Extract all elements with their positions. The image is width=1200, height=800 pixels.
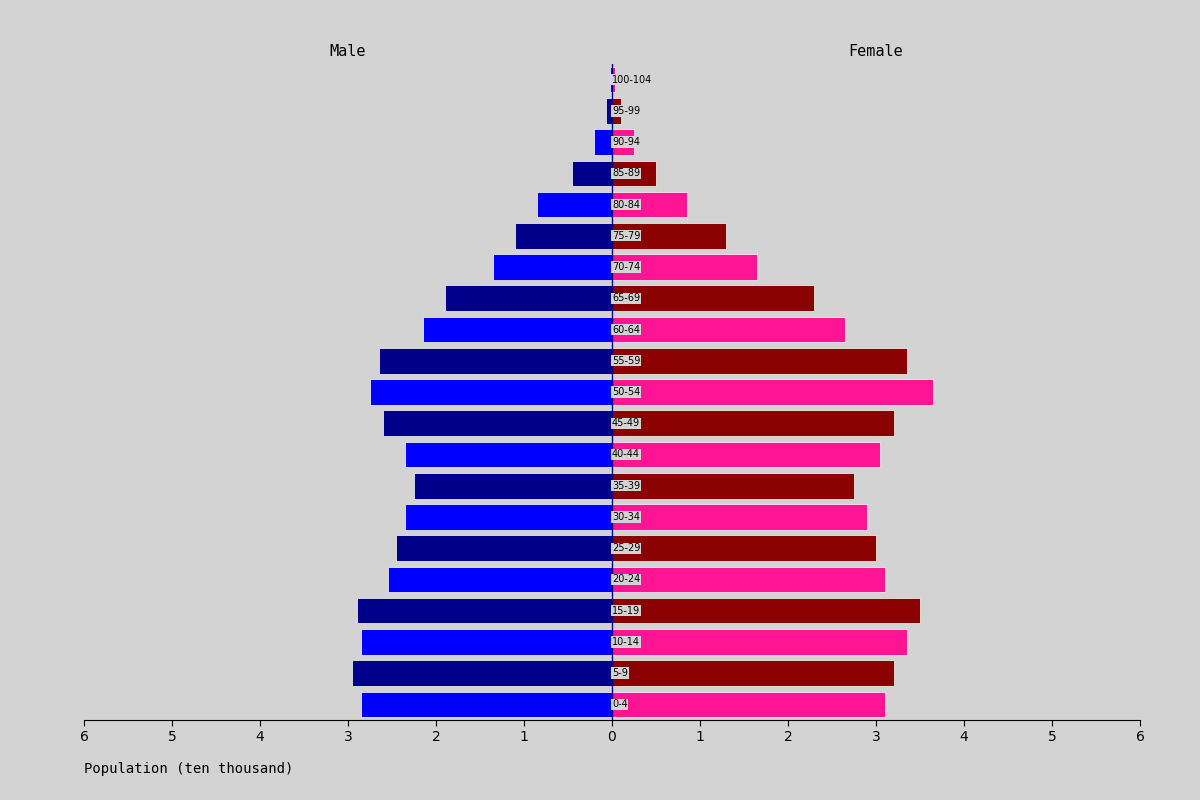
- Bar: [422, 317, 612, 342]
- Bar: [606, 98, 612, 124]
- Text: 30-34: 30-34: [612, 512, 640, 522]
- Bar: [612, 629, 907, 654]
- Text: 85-89: 85-89: [612, 168, 640, 178]
- Text: 75-79: 75-79: [612, 231, 641, 241]
- Bar: [612, 286, 815, 311]
- Bar: [594, 130, 612, 155]
- Bar: [612, 161, 656, 186]
- Bar: [396, 535, 612, 561]
- Bar: [370, 379, 612, 405]
- Bar: [612, 660, 894, 686]
- Bar: [612, 317, 845, 342]
- Bar: [383, 410, 612, 436]
- Bar: [612, 535, 876, 561]
- Bar: [379, 348, 612, 374]
- Bar: [612, 410, 894, 436]
- Text: 10-14: 10-14: [612, 637, 640, 647]
- Text: 15-19: 15-19: [612, 606, 640, 616]
- Text: 70-74: 70-74: [612, 262, 641, 272]
- Bar: [612, 598, 920, 623]
- Bar: [414, 473, 612, 498]
- Text: 0-4: 0-4: [612, 699, 628, 710]
- Text: 35-39: 35-39: [612, 481, 640, 490]
- Bar: [612, 379, 934, 405]
- Text: 40-44: 40-44: [612, 450, 640, 459]
- Text: Population (ten thousand): Population (ten thousand): [84, 762, 293, 776]
- Text: 5-9: 5-9: [612, 668, 628, 678]
- Bar: [612, 254, 757, 280]
- Bar: [612, 473, 854, 498]
- Text: 65-69: 65-69: [612, 294, 640, 303]
- Bar: [353, 660, 612, 686]
- Bar: [612, 504, 868, 530]
- Bar: [611, 67, 612, 93]
- Bar: [572, 161, 612, 186]
- Bar: [515, 223, 612, 249]
- Text: 60-64: 60-64: [612, 325, 640, 334]
- Bar: [361, 629, 612, 654]
- Text: 90-94: 90-94: [612, 137, 640, 147]
- Bar: [388, 566, 612, 592]
- Bar: [493, 254, 612, 280]
- Bar: [612, 566, 884, 592]
- Bar: [612, 98, 620, 124]
- Text: 80-84: 80-84: [612, 199, 640, 210]
- Bar: [538, 192, 612, 218]
- Text: 20-24: 20-24: [612, 574, 641, 585]
- Bar: [612, 348, 907, 374]
- Bar: [612, 691, 884, 717]
- Bar: [356, 598, 612, 623]
- Text: 45-49: 45-49: [612, 418, 640, 428]
- Bar: [361, 691, 612, 717]
- Bar: [612, 67, 614, 93]
- Text: 100-104: 100-104: [612, 74, 653, 85]
- Bar: [406, 442, 612, 467]
- Text: 25-29: 25-29: [612, 543, 641, 553]
- Text: Male: Male: [330, 45, 366, 59]
- Text: Female: Female: [848, 45, 904, 59]
- Bar: [612, 442, 881, 467]
- Bar: [612, 192, 686, 218]
- Text: 95-99: 95-99: [612, 106, 640, 116]
- Bar: [612, 223, 726, 249]
- Bar: [445, 286, 612, 311]
- Bar: [612, 130, 634, 155]
- Text: 50-54: 50-54: [612, 387, 641, 397]
- Text: 55-59: 55-59: [612, 356, 641, 366]
- Bar: [406, 504, 612, 530]
